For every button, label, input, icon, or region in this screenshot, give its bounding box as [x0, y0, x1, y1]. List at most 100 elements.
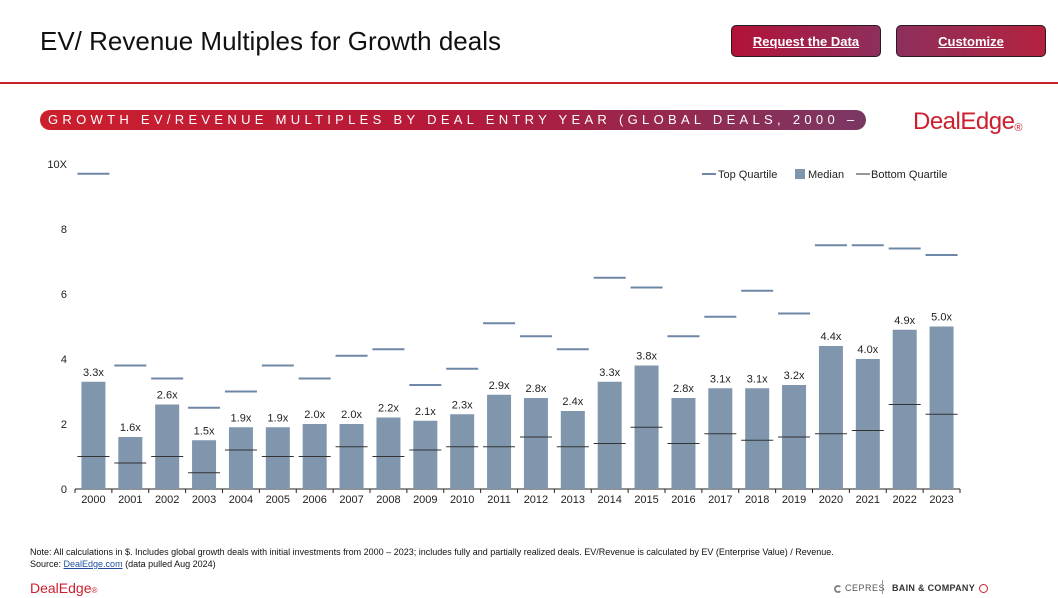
legend-median-swatch [795, 169, 805, 179]
x-tick-label: 2012 [524, 494, 548, 506]
median-bar [523, 398, 548, 489]
source-suffix: (data pulled Aug 2024) [122, 559, 216, 569]
median-bar [376, 417, 401, 489]
bar-value-label: 2.9x [489, 380, 510, 392]
x-tick-label: 2000 [81, 494, 105, 506]
median-bar [155, 404, 180, 489]
x-tick-label: 2001 [118, 494, 142, 506]
dealedge-logo-reg: ® [1014, 122, 1023, 134]
median-bar [745, 388, 770, 489]
legend-median-label: Median [808, 169, 844, 181]
x-tick-label: 2022 [892, 494, 916, 506]
source-line: Source: DealEdge.com (data pulled Aug 20… [30, 558, 834, 570]
median-bar [228, 427, 253, 489]
x-tick-label: 2006 [302, 494, 326, 506]
median-bar [339, 424, 364, 489]
median-bar [892, 329, 917, 489]
median-bar [560, 411, 585, 489]
y-tick-label: 4 [61, 354, 67, 366]
bar-value-label: 3.1x [747, 373, 768, 385]
bar-value-label: 2.2x [378, 403, 399, 415]
bar-value-label: 2.4x [562, 396, 583, 408]
source-prefix: Source: [30, 559, 64, 569]
bar-value-label: 2.6x [157, 390, 178, 402]
cepres-logo: CEPRES [834, 583, 885, 593]
legend-bottom-quartile-label: Bottom Quartile [871, 169, 947, 181]
bar-value-label: 3.3x [83, 367, 104, 379]
bain-text: BAIN & COMPANY [892, 583, 976, 593]
bar-value-label: 1.9x [231, 412, 252, 424]
bar-value-label: 2.8x [526, 383, 547, 395]
x-tick-label: 2018 [745, 494, 769, 506]
footnote: Note: All calculations in $. Includes gl… [30, 546, 834, 570]
median-bar [929, 326, 954, 489]
x-tick-label: 2019 [782, 494, 806, 506]
y-tick-label: 2 [61, 419, 67, 431]
y-tick-label: 10X [47, 159, 67, 171]
median-bar [818, 346, 843, 489]
footer-logo-text: DealEdge [30, 580, 92, 596]
median-bar [708, 388, 733, 489]
x-tick-label: 2015 [634, 494, 658, 506]
footer-logo: DealEdge® [30, 580, 97, 596]
x-tick-label: 2002 [155, 494, 179, 506]
y-tick-label: 6 [61, 289, 67, 301]
x-tick-label: 2021 [856, 494, 880, 506]
bar-value-label: 2.3x [452, 399, 473, 411]
x-tick-label: 2003 [192, 494, 216, 506]
bar-value-label: 4.0x [857, 344, 878, 356]
bar-value-label: 2.0x [304, 409, 325, 421]
request-data-button[interactable]: Request the Data [731, 25, 881, 57]
median-bar [81, 381, 106, 489]
legend-top-quartile-label: Top Quartile [718, 169, 777, 181]
x-tick-label: 2007 [339, 494, 363, 506]
bar-value-label: 1.5x [194, 425, 215, 437]
median-bar [413, 420, 438, 489]
median-bar [487, 394, 512, 489]
page-title: EV/ Revenue Multiples for Growth deals [40, 26, 501, 56]
footer-separator [882, 580, 883, 594]
x-tick-label: 2011 [487, 494, 511, 506]
source-link[interactable]: DealEdge.com [63, 559, 123, 569]
customize-button[interactable]: Customize [896, 25, 1046, 57]
bar-value-label: 1.9x [267, 412, 288, 424]
x-tick-label: 2009 [413, 494, 437, 506]
x-tick-label: 2014 [597, 494, 621, 506]
bain-logo: BAIN & COMPANY [892, 583, 989, 593]
x-tick-label: 2008 [376, 494, 400, 506]
bar-value-label: 4.4x [821, 331, 842, 343]
x-tick-label: 2016 [671, 494, 695, 506]
bar-value-label: 5.0x [931, 312, 952, 324]
cepres-icon [834, 585, 842, 593]
x-tick-label: 2005 [266, 494, 290, 506]
bar-value-label: 3.3x [599, 367, 620, 379]
bar-value-label: 3.2x [784, 370, 805, 382]
median-bar [265, 427, 290, 489]
dealedge-logo: DealEdge® [913, 108, 1023, 136]
x-tick-label: 2023 [929, 494, 953, 506]
dealedge-logo-text: DealEdge [913, 108, 1015, 135]
y-tick-label: 8 [61, 224, 67, 236]
x-tick-label: 2004 [229, 494, 253, 506]
bar-value-label: 4.9x [894, 315, 915, 327]
footer-logo-reg: ® [91, 586, 98, 595]
footnote-text: Note: All calculations in $. Includes gl… [30, 547, 834, 557]
bar-value-label: 3.8x [636, 351, 657, 363]
ev-revenue-chart: 0 2 4 6 8 10X 3.3x 2000 1.6x 2001 2.6x 2002 1.5x 2003… [47, 159, 961, 506]
bar-value-label: 1.6x [120, 422, 141, 434]
bar-value-label: 3.1x [710, 373, 731, 385]
x-tick-label: 2010 [450, 494, 474, 506]
median-bar [597, 381, 622, 489]
bar-value-label: 2.8x [673, 383, 694, 395]
bar-value-label: 2.1x [415, 406, 436, 418]
x-tick-label: 2020 [819, 494, 843, 506]
median-bar [450, 414, 475, 489]
cepres-text: CEPRES [845, 583, 886, 593]
header-divider [0, 82, 1058, 84]
median-bar [192, 440, 217, 489]
bar-value-label: 2.0x [341, 409, 362, 421]
x-tick-label: 2017 [708, 494, 732, 506]
median-bar [855, 359, 880, 489]
chart-banner: GROWTH EV/REVENUE MULTIPLES BY DEAL ENTR… [40, 110, 866, 130]
bain-icon [979, 584, 989, 593]
